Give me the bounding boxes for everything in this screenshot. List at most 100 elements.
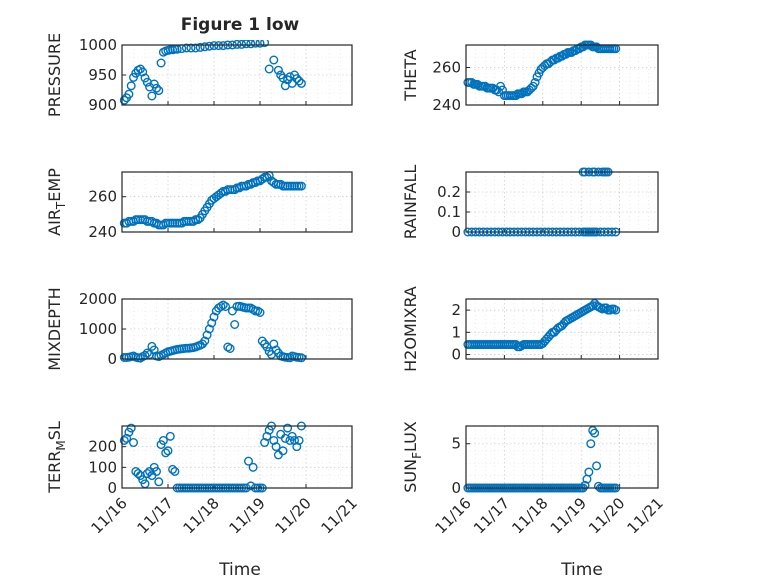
data-point: [204, 41, 214, 51]
data-point: [165, 431, 175, 441]
y-tick-label: 5: [451, 435, 461, 453]
marker-group: [119, 300, 306, 363]
y-tick-label: 0: [107, 350, 117, 368]
data-point: [248, 462, 258, 472]
data-point: [296, 353, 306, 363]
data-point: [151, 83, 161, 93]
subplot-6: 0 1 2 H2OMIXRA: [401, 286, 659, 372]
y-axis-label-subscript: F: [410, 452, 424, 459]
data-point: [271, 442, 281, 452]
data-point: [241, 181, 251, 191]
y-axis-label-main: H2OMIXRA: [401, 286, 420, 372]
y-tick-label: 950: [88, 66, 117, 84]
data-point: [204, 324, 214, 334]
y-tick-label: 100: [88, 458, 117, 476]
data-point: [243, 456, 253, 466]
data-point: [227, 306, 237, 316]
data-point: [216, 302, 226, 312]
data-point: [246, 179, 256, 189]
data-point: [250, 40, 260, 48]
data-point: [230, 185, 240, 195]
subplot-3: 240 260 AIRTEMP: [45, 168, 353, 241]
data-point: [253, 306, 263, 316]
y-tick-label: 0: [451, 479, 461, 497]
data-point: [269, 55, 279, 65]
y-axis-label-main: MIXDEPTH: [45, 287, 64, 370]
y-axis-label-tail: EMP: [45, 168, 64, 202]
data-point: [128, 438, 138, 448]
y-tick-label: 1: [451, 323, 461, 341]
y-axis-label: THETA: [401, 49, 420, 101]
data-point: [181, 43, 191, 53]
y-tick-label: 260: [88, 188, 117, 206]
data-point: [168, 464, 178, 474]
data-point: [296, 181, 306, 191]
data-point: [138, 67, 148, 77]
data-point: [147, 216, 157, 226]
y-tick-label: 0: [107, 479, 117, 497]
data-point: [163, 446, 173, 456]
data-point: [193, 215, 203, 225]
y-tick-label: 2: [451, 301, 461, 319]
y-axis-label: SUNFLUX: [401, 421, 424, 493]
data-point: [592, 461, 602, 471]
y-tick-label: 200: [88, 438, 117, 456]
y-axis-label: H2OMIXRA: [401, 286, 420, 372]
data-point: [154, 477, 164, 487]
figure-title: Figure 1 low: [181, 15, 300, 35]
y-axis-label: RAINFALL: [401, 165, 420, 240]
data-point: [158, 435, 168, 445]
data-point: [220, 302, 230, 312]
data-point: [124, 89, 134, 99]
data-point: [584, 467, 594, 477]
axes-frame: [465, 44, 659, 106]
data-point: [257, 174, 267, 184]
subplot-4: 0 0.1 0.2 RAINFALL: [401, 165, 659, 241]
y-axis-label: AIRTEMP: [45, 168, 68, 236]
y-axis-label: TERRMSL: [45, 421, 68, 494]
data-point: [241, 40, 251, 49]
data-point: [149, 345, 159, 355]
data-point: [147, 91, 157, 101]
y-axis-label-main: AIR: [45, 209, 64, 236]
data-point: [200, 42, 210, 52]
data-point: [142, 469, 152, 479]
data-point: [264, 64, 274, 74]
data-point: [156, 58, 166, 68]
data-point: [126, 81, 136, 91]
axes-frame: [121, 44, 353, 106]
y-tick-label: 900: [88, 96, 117, 114]
data-point: [611, 305, 621, 315]
data-point: [200, 336, 210, 346]
data-point: [296, 78, 306, 88]
y-axis-label-tail: LUX: [401, 421, 420, 452]
axes-frame: [121, 425, 353, 489]
y-axis-label-subscript: T: [54, 201, 68, 210]
data-point: [154, 86, 164, 96]
data-point: [151, 466, 161, 476]
marker-group: [463, 298, 621, 352]
data-point: [202, 330, 212, 340]
data-point: [246, 40, 256, 49]
data-point: [191, 43, 201, 53]
data-point: [273, 65, 283, 75]
y-axis-label-main: PRESSURE: [45, 33, 64, 117]
axes-frame: [121, 171, 353, 233]
data-point: [119, 435, 129, 445]
y-axis-label-main: TERR: [45, 451, 64, 494]
data-point: [188, 216, 198, 226]
subplot-1: 900 950 1000 PRESSURE: [45, 33, 353, 117]
data-point: [133, 469, 143, 479]
y-axis-label: MIXDEPTH: [45, 287, 64, 370]
data-point: [126, 423, 136, 433]
y-axis-label: PRESSURE: [45, 33, 64, 117]
y-axis-label-tail: SL: [45, 421, 64, 440]
data-point: [260, 40, 270, 48]
y-tick-label: 0: [451, 346, 461, 364]
data-point: [580, 480, 590, 490]
data-point: [119, 95, 129, 105]
marker-group: [463, 40, 621, 101]
data-point: [590, 428, 600, 438]
data-point: [225, 344, 235, 354]
